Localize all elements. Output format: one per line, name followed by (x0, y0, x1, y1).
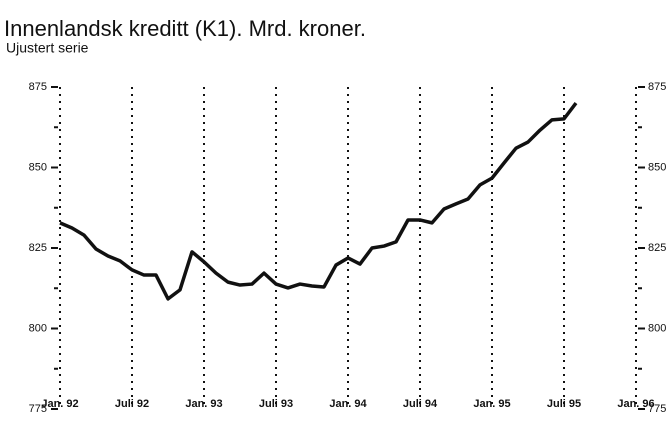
x-tick-label: Juli 94 (403, 398, 438, 410)
chart-subtitle: Ujustert serie (6, 40, 89, 56)
y2-tick-label: 850 (648, 161, 666, 173)
y2-tick-label: 875 (648, 81, 666, 93)
x-tick-label: Juli 93 (259, 398, 293, 410)
x-tick-label: Jan. 94 (329, 398, 367, 410)
x-tick-label: Jan. 96 (617, 398, 654, 410)
y-tick-label: 775 (29, 403, 47, 415)
chart-title: Innenlandsk kreditt (K1). Mrd. kroner. (4, 16, 366, 41)
x-tick-label: Juli 92 (115, 398, 149, 410)
y-tick-label: 825 (29, 242, 47, 254)
x-tick-label: Jan. 92 (41, 398, 78, 410)
y-tick-label: 850 (29, 161, 47, 173)
x-tick-label: Juli 95 (547, 398, 581, 410)
data-line (59, 102, 578, 301)
x-tick-label: Jan. 95 (473, 398, 510, 410)
y2-tick-label: 800 (648, 322, 666, 334)
y2-tick-label: 775 (648, 403, 666, 415)
y-tick-label: 800 (29, 322, 47, 334)
y2-tick-label: 825 (648, 242, 666, 254)
y-tick-label: 875 (29, 81, 47, 93)
x-tick-label: Jan. 93 (185, 398, 222, 410)
